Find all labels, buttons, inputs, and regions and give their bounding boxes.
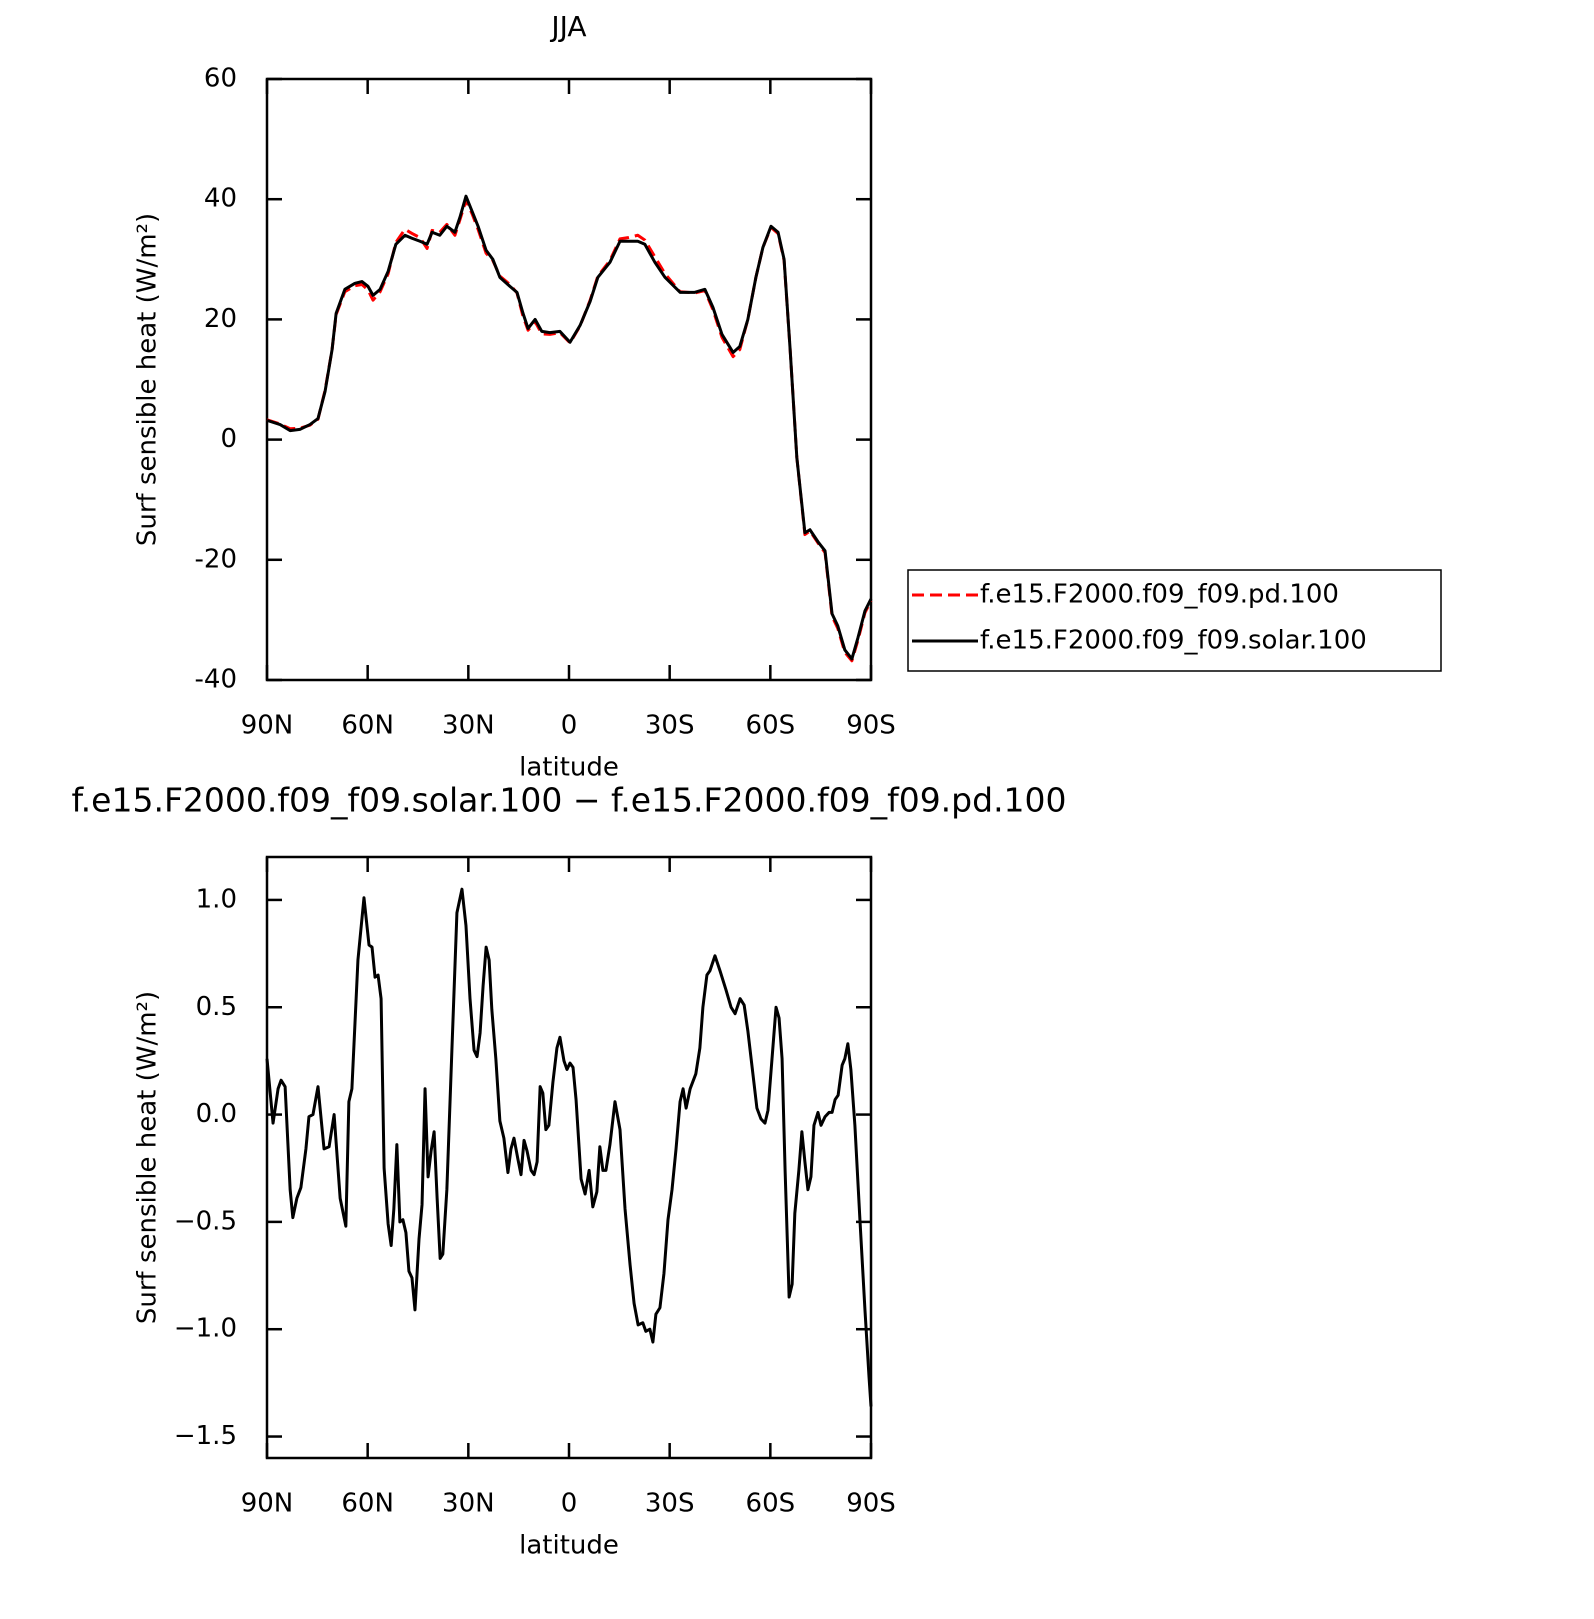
y-tick-label: −1.5 <box>174 1421 237 1451</box>
y-tick-label: 0.0 <box>196 1099 237 1129</box>
plot-frame <box>265 77 873 682</box>
x-tick-label: 0 <box>561 1489 578 1519</box>
y-tick-label: 0.5 <box>196 992 237 1022</box>
x-tick-label: 60S <box>746 1489 796 1519</box>
y-tick-label: 60 <box>204 64 237 94</box>
x-tick-label: 60N <box>341 711 394 741</box>
plot: JJA Surf sensible heat (W/m²) latitude -40 -… <box>133 10 1442 783</box>
chart-title: f.e15.F2000.f09_f09.solar.100 − f.e15.F2… <box>71 781 1066 820</box>
y-tick-label: 1.0 <box>196 884 237 914</box>
x-axis-label: latitude <box>519 753 619 783</box>
x-axis-label: latitude <box>519 1531 619 1561</box>
x-tick-label: 30N <box>442 1489 495 1519</box>
x-tick-label: 90S <box>846 711 896 741</box>
y-tick-label: -40 <box>195 665 237 695</box>
x-tick-label: 90N <box>241 711 294 741</box>
x-tick-label: 30S <box>645 711 695 741</box>
y-tick-label: −0.5 <box>174 1206 237 1236</box>
x-tick-label: 90S <box>846 1489 896 1519</box>
x-tick-label: 60N <box>341 1489 394 1519</box>
x-tick-label: 90N <box>241 1489 294 1519</box>
chart-title: JJA <box>549 10 586 43</box>
legend-label: f.e15.F2000.f09_f09.pd.100 <box>980 580 1339 610</box>
data-line <box>266 194 873 661</box>
y-tick-label: 40 <box>204 184 237 214</box>
y-axis-label: Surf sensible heat (W/m²) <box>133 991 163 1324</box>
y-tick-label: -20 <box>195 544 237 574</box>
plot: f.e15.F2000.f09_f09.solar.100 − f.e15.F2… <box>71 781 1066 1561</box>
y-tick-label: −1.0 <box>174 1314 237 1344</box>
y-axis-label: Surf sensible heat (W/m²) <box>133 213 163 546</box>
x-tick-label: 30S <box>645 1489 695 1519</box>
x-tick-label: 30N <box>442 711 495 741</box>
y-tick-label: 0 <box>220 424 237 454</box>
legend-box <box>907 569 1442 672</box>
data-line <box>266 198 873 663</box>
y-tick-label: 20 <box>204 304 237 334</box>
x-tick-label: 0 <box>561 711 578 741</box>
plot-frame <box>265 855 873 1460</box>
data-line <box>265 887 873 1407</box>
x-tick-label: 60S <box>746 711 796 741</box>
legend-label: f.e15.F2000.f09_f09.solar.100 <box>980 626 1367 656</box>
